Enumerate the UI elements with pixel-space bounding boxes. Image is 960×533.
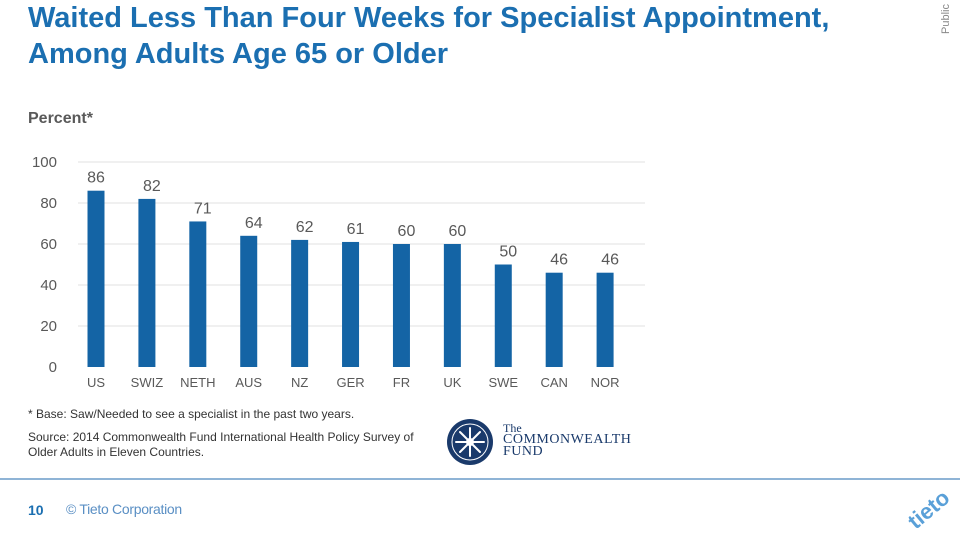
bar-uk [443,244,461,367]
source-note: Source: 2014 Commonwealth Fund Internati… [28,430,414,459]
y-tick-label: 0 [49,359,57,376]
bar-chart: 0 20 40 60 80 100 86 US 82 SWIZ 71 NETH 64 AUS 62 NZ 61 G… [32,154,645,390]
x-tick-label: SWIZ [131,375,164,390]
data-label: 61 [347,221,365,238]
y-tick-label: 20 [40,318,57,335]
bar-fr [392,244,410,367]
bar-swe [494,264,512,367]
x-tick-label: AUS [235,375,262,390]
bar-neth [189,221,207,367]
x-tick-label: GER [336,375,364,390]
classification-label: Public [940,4,952,34]
data-label: 60 [448,223,466,240]
bar-can [545,272,563,367]
bar-ger [342,241,360,367]
logo-line-3: FUND [503,444,544,459]
bar-nz [291,239,309,367]
x-tick-label: FR [393,375,410,390]
footer-divider [0,478,960,480]
footnote: * Base: Saw/Needed to see a specialist i… [28,407,355,421]
data-label: 50 [499,244,517,261]
data-label: 46 [601,252,619,269]
y-axis-label: Percent* [28,110,93,127]
x-tick-label: SWE [488,375,518,390]
commonwealth-fund-seal-icon [447,419,493,465]
x-tick-label: CAN [540,375,567,390]
tieto-logo-icon: tieto [903,485,955,530]
bar-nor [596,272,614,367]
x-tick-label: NOR [591,375,620,390]
data-label: 86 [87,170,105,187]
data-label: 62 [296,219,314,236]
x-tick-label: US [87,375,105,390]
data-label: 71 [194,200,212,217]
bar-swiz [138,198,156,367]
svg-text:tieto: tieto [903,485,955,530]
data-label: 82 [143,178,161,195]
x-tick-label: NETH [180,375,215,390]
data-label: 60 [398,223,416,240]
y-tick-label: 80 [40,195,57,212]
data-label: 46 [550,252,568,269]
bar-us [87,190,105,367]
commonwealth-fund-logo: The COMMONWEALTH FUND [503,421,632,459]
page-number: 10 [28,502,44,518]
copyright-text: © Tieto Corporation [66,501,182,517]
y-tick-label: 60 [40,236,57,253]
x-tick-label: UK [443,375,461,390]
data-label: 64 [245,215,263,232]
y-tick-label: 40 [40,277,57,294]
y-tick-label: 100 [32,154,57,171]
bar-aus [240,235,258,367]
logo-line-1: The [503,421,522,435]
logo-line-2: COMMONWEALTH [503,432,632,447]
slide-title: Waited Less Than Four Weeks for Speciali… [28,2,830,70]
x-tick-label: NZ [291,375,308,390]
